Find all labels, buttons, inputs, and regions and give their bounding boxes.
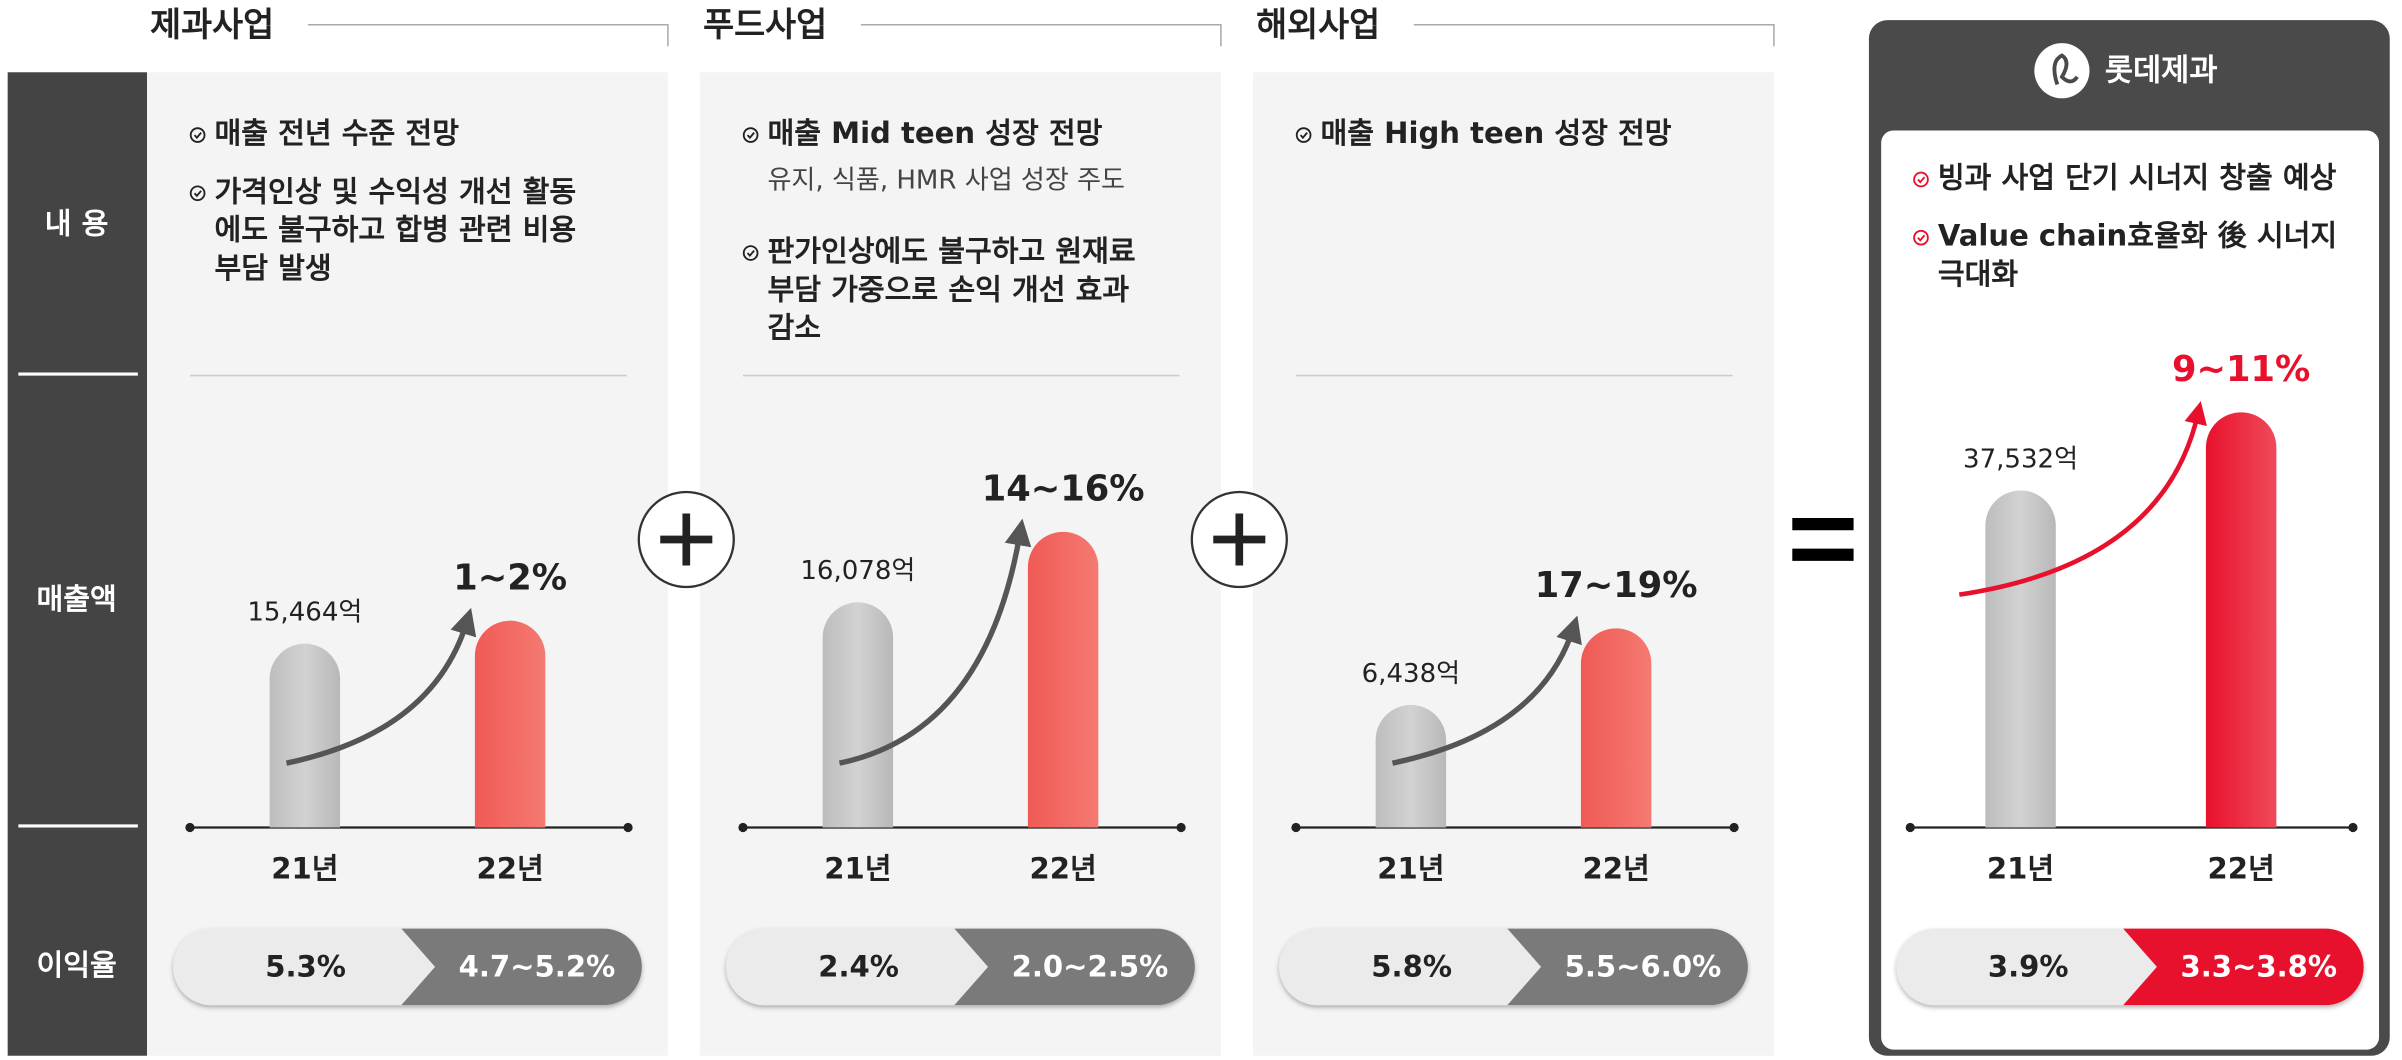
margin-21: 2.4%: [818, 949, 899, 983]
bullet-text: 판가인상에도 불구하고 원재료: [767, 234, 1135, 268]
section-title: 해외사업: [1256, 5, 1380, 44]
margin-pill-right: [2123, 928, 2364, 1006]
baseline-dot: [623, 822, 633, 833]
growth-label: 1~2%: [453, 557, 567, 598]
baseline-dot: [738, 822, 748, 833]
bullet-text: 매출 Mid teen 성장 전망: [767, 116, 1102, 150]
check-icon: [193, 132, 202, 140]
sales-label: 37,532억: [1963, 444, 2078, 474]
bar-21: [1375, 704, 1447, 828]
bar-21: [822, 602, 894, 828]
margin-21: 3.9%: [1988, 949, 2069, 983]
brand-logo: [2034, 43, 2090, 99]
baseline-dot: [2348, 822, 2358, 833]
growth-label: 14~16%: [982, 468, 1145, 509]
margin-21: 5.3%: [265, 949, 346, 983]
bullet-text: Value chain효율화 後 시너지: [1938, 219, 2337, 253]
check-icon: [746, 132, 755, 140]
bullet-note: 유지, 식품, HMR 사업 성장 주도: [767, 166, 1125, 196]
margin-22: 4.7~5.2%: [459, 949, 616, 983]
year-label: 22년: [1583, 851, 1650, 885]
year-label: 21년: [1377, 851, 1444, 885]
check-icon: [1917, 234, 1926, 242]
growth-label: 9~11%: [2172, 349, 2310, 390]
margin-21: 5.8%: [1371, 949, 1452, 983]
bar-22: [1580, 628, 1652, 828]
section-title: 제과사업: [150, 5, 274, 44]
bullet-text: 매출 전년 수준 전망: [214, 116, 459, 150]
year-label: 21년: [1987, 851, 2054, 885]
growth-label: 17~19%: [1535, 565, 1698, 606]
margin-pill-right: [1507, 928, 1748, 1006]
year-label: 22년: [1029, 851, 1096, 885]
bar-21: [269, 643, 341, 828]
margin-22: 5.5~6.0%: [1565, 949, 1722, 983]
row-label: 이익율: [36, 948, 116, 982]
bar-22: [474, 620, 546, 828]
check-icon: [1295, 127, 1312, 143]
check-icon: [746, 249, 755, 258]
panel: [147, 72, 668, 1056]
check-icon: [1913, 229, 1929, 246]
row-header-column: [7, 72, 148, 1056]
bar-21: [1985, 490, 2056, 828]
baseline-dot: [1729, 822, 1739, 833]
sales-label: 15,464억: [247, 598, 362, 628]
title-rule: [1413, 24, 1775, 47]
growth-arrow: [1391, 615, 1582, 766]
check-icon: [189, 127, 206, 143]
year-label: 22년: [2208, 851, 2275, 885]
bullet-text: 극대화: [1938, 257, 2019, 291]
sales-label: 6,438억: [1362, 659, 1460, 689]
bullet-text: 에도 불구하고 합병 관련 비용: [214, 213, 576, 247]
margin-pill-right: [401, 928, 642, 1006]
title-rule: [860, 24, 1222, 47]
check-icon: [1913, 171, 1929, 188]
row-label: 매출액: [36, 582, 116, 616]
check-icon: [742, 245, 759, 261]
panel: [700, 72, 1221, 1056]
growth-arrow: [1958, 401, 2207, 597]
year-label: 21년: [824, 851, 891, 885]
brand-logo: [2052, 53, 2079, 86]
plus-sign: [1213, 513, 1266, 566]
margin-22: 3.3~3.8%: [2180, 949, 2337, 983]
baseline-dot: [1291, 822, 1301, 833]
row-label: 내 용: [45, 206, 109, 240]
sales-label: 16,078억: [800, 556, 915, 586]
check-icon: [1917, 176, 1926, 184]
bar-22: [1027, 531, 1099, 828]
check-icon: [742, 127, 759, 143]
margin-22: 2.0~2.5%: [1012, 949, 1169, 983]
title-rule: [307, 24, 669, 47]
bullet-text: 부담 발생: [214, 251, 331, 285]
year-label: 22년: [476, 851, 543, 885]
plus-sign: [660, 513, 713, 566]
panel: [1253, 72, 1774, 1056]
section-title: 푸드사업: [703, 5, 827, 44]
bullet-text: 빙과 사업 단기 시너지 창출 예상: [1938, 160, 2337, 194]
bar-22: [2205, 412, 2277, 828]
bullet-text: 가격인상 및 수익성 개선 활동: [214, 174, 576, 208]
bullet-text: 감소: [767, 311, 821, 345]
margin-pill-right: [954, 928, 1195, 1006]
check-icon: [189, 185, 206, 202]
check-icon: [1299, 132, 1308, 140]
equals-sign: [1792, 518, 1854, 561]
growth-arrow: [285, 607, 477, 766]
baseline-dot: [1176, 822, 1186, 833]
baseline-dot: [1905, 822, 1915, 833]
year-label: 21년: [271, 851, 338, 885]
bullet-text: 부담 가중으로 손익 개선 효과: [767, 272, 1129, 306]
check-icon: [193, 190, 202, 198]
baseline-dot: [185, 822, 195, 833]
growth-arrow: [838, 518, 1032, 766]
brand-name: 롯데제과: [2105, 54, 2218, 89]
bullet-text: 매출 High teen 성장 전망: [1320, 116, 1671, 150]
